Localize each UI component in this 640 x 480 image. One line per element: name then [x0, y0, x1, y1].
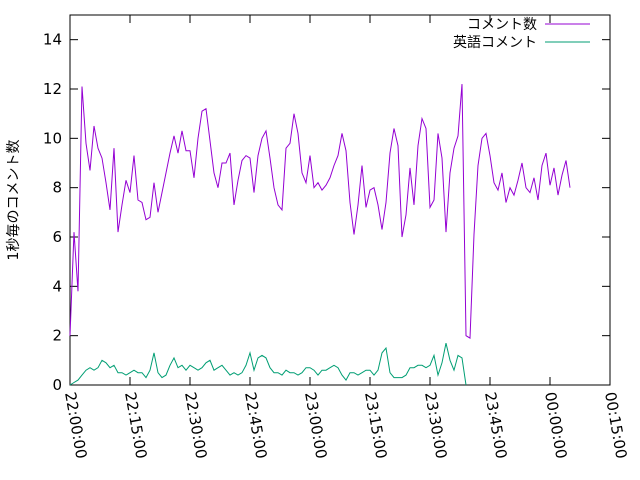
x-tick-label: 22:00:00	[61, 391, 90, 460]
x-tick-label: 23:00:00	[301, 391, 330, 460]
legend-label: 英語コメント	[453, 34, 537, 51]
x-tick-label: 23:45:00	[481, 391, 510, 460]
x-tick-label: 23:15:00	[361, 391, 390, 460]
x-tick-label: 22:45:00	[241, 391, 270, 460]
x-axis-ticks: 22:00:00 22:15:00 22:30:00 22:45:00 23:00:00…	[61, 15, 630, 460]
x-tick-label: 22:15:00	[121, 391, 150, 460]
x-tick-label: 00:15:00	[601, 391, 630, 460]
y-axis-title: 1秒毎のコメント数	[6, 140, 22, 261]
y-tick-label: 12	[43, 80, 62, 98]
y-tick-label: 8	[52, 179, 62, 197]
x-tick-label: 22:30:00	[181, 391, 210, 460]
x-tick-label: 00:00:00	[541, 391, 570, 460]
legend-label: コメント数	[467, 17, 537, 33]
y-axis-ticks: 0 2 4 6 8 10 12 14	[43, 31, 610, 394]
y-tick-label: 0	[52, 376, 62, 394]
x-tick-label: 23:30:00	[421, 391, 450, 460]
series-line-0	[69, 84, 571, 339]
series-line-1	[69, 342, 467, 386]
y-tick-label: 10	[43, 129, 62, 147]
y-tick-label: 4	[52, 277, 62, 295]
y-tick-label: 6	[52, 228, 62, 246]
plot-border	[69, 14, 611, 386]
plot-frame	[69, 14, 611, 386]
y-tick-label: 14	[43, 31, 62, 49]
y-tick-label: 2	[52, 327, 62, 345]
series-lines	[69, 84, 571, 386]
